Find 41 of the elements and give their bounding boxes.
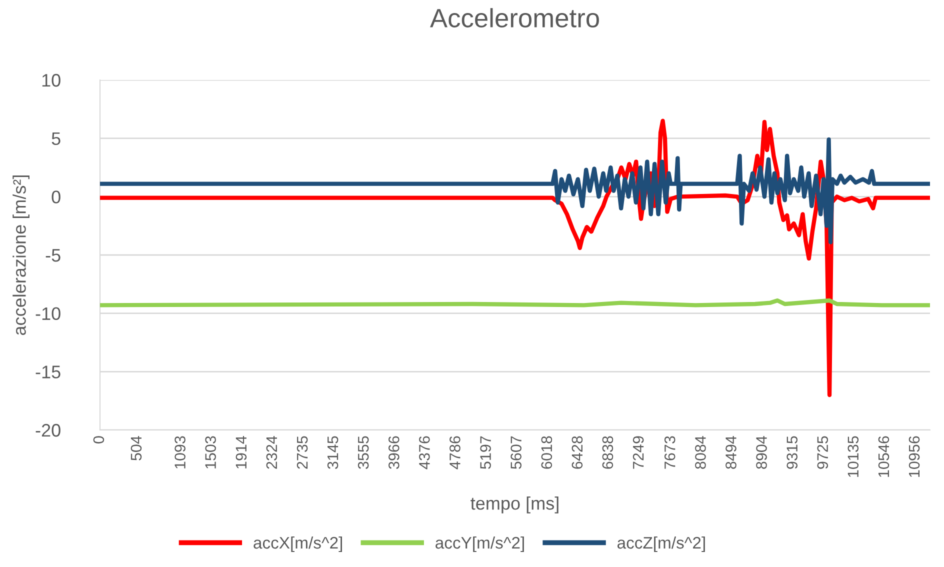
y-tick-label: -15 (36, 366, 60, 378)
x-tick-label: 6018 (541, 436, 552, 469)
x-tick-label: 8904 (756, 436, 767, 469)
x-tick-label: 10546 (878, 436, 890, 477)
x-tick-label: 1503 (205, 436, 216, 468)
x-tick-label: 1093 (174, 436, 186, 468)
x-tick-label: 3966 (388, 436, 400, 469)
legend-label: accY[m/s^2] (436, 536, 524, 552)
x-tick-label: 5197 (480, 436, 491, 469)
x-tick-label: 3145 (327, 436, 338, 469)
y-tick-label: 5 (52, 132, 60, 146)
y-tick-label: -5 (46, 249, 60, 262)
x-tick-label: 3555 (358, 436, 369, 469)
line-series (100, 137, 930, 244)
y-tick-label: 0 (52, 190, 60, 204)
x-tick-label: 2735 (296, 436, 308, 469)
x-tick-label: 8494 (726, 436, 736, 469)
x-tick-label: 10135 (848, 436, 859, 477)
x-tick-label: 4786 (450, 436, 460, 470)
x-tick-label: 4376 (419, 436, 430, 470)
x-tick-label: 8084 (695, 436, 706, 469)
x-tick-label: 10956 (908, 436, 920, 477)
x-tick-label: 6428 (572, 436, 583, 469)
x-tick-label: 9315 (786, 436, 798, 469)
x-tick-label: 5607 (510, 436, 522, 469)
x-tick-label: 504 (130, 436, 142, 460)
y-axis-title: accelerazione [m/s²] (12, 176, 30, 336)
x-axis-title: tempo [ms] (470, 496, 558, 514)
x-tick-label: 1914 (236, 436, 247, 468)
y-tick-label: 10 (42, 74, 60, 87)
x-tick-label: 0 (93, 436, 104, 444)
y-tick-label: -20 (36, 424, 60, 437)
chart-title: Accelerometro (430, 8, 599, 28)
y-tick-label: -10 (36, 307, 60, 320)
legend-label: accZ[m/s^2] (617, 536, 705, 552)
x-tick-label: 7673 (664, 436, 676, 469)
x-tick-label: 9725 (817, 436, 828, 469)
legend-label: accX[m/s^2] (254, 536, 342, 552)
x-tick-label: 7249 (632, 436, 644, 469)
x-tick-label: 2324 (266, 436, 278, 469)
x-tick-label: 6838 (602, 436, 614, 469)
